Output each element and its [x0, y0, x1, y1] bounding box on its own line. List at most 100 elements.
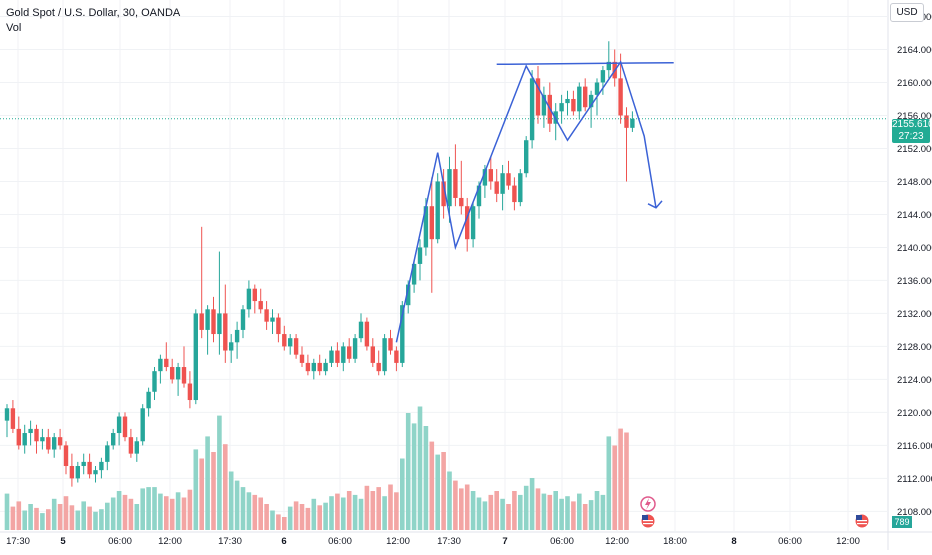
candle-body — [293, 338, 299, 355]
volume-bar — [270, 510, 275, 530]
y-tick-label: 2140.000 — [897, 243, 932, 254]
volume-bar — [128, 498, 134, 530]
volume-bar — [553, 491, 558, 530]
volume-bar — [429, 441, 435, 530]
pattern-overlay — [0, 60, 888, 529]
zigzag-line — [395, 60, 657, 343]
candle-body — [40, 437, 45, 442]
volume-bar — [169, 498, 175, 530]
volume-bar — [264, 504, 269, 530]
candle-body — [146, 391, 151, 409]
candle-body — [459, 197, 464, 207]
volume-bar — [453, 480, 458, 530]
x-tick-label: 5 — [60, 536, 66, 547]
candle-body — [630, 118, 635, 128]
volume-bar — [346, 491, 352, 530]
volume-bar — [588, 500, 594, 530]
candle-body — [417, 247, 423, 264]
bar-countdown: 27:23 — [898, 131, 924, 142]
candle-body — [358, 321, 364, 339]
lightning-event-icon[interactable] — [640, 496, 656, 512]
volume-bar — [63, 496, 69, 530]
candle-body — [246, 288, 252, 310]
candle-body — [506, 173, 511, 186]
symbol-title[interactable]: Gold Spot / U.S. Dollar, 30, OANDA — [6, 7, 181, 19]
volume-bar — [594, 491, 600, 530]
y-tick-label: 2116.000 — [897, 441, 932, 452]
candle-body — [541, 94, 547, 116]
candle-body — [465, 206, 470, 240]
volume-bar — [28, 504, 33, 530]
volume-indicator-label[interactable]: Vol — [6, 22, 22, 34]
candle-body — [382, 338, 387, 372]
y-tick-label: 2144.000 — [897, 210, 932, 221]
candle-body — [606, 61, 611, 71]
volume-bar — [87, 506, 92, 530]
volume-bar — [81, 501, 86, 530]
candle-body — [524, 140, 529, 174]
y-tick-label: 2128.000 — [897, 342, 932, 353]
candle-body — [52, 437, 57, 450]
candle-body — [329, 350, 334, 363]
y-tick-label: 2120.000 — [897, 408, 932, 419]
candle-body — [181, 367, 187, 384]
volume-bar — [541, 493, 547, 530]
volume-bar — [535, 488, 541, 530]
candle-body — [10, 408, 16, 429]
candle-body — [352, 338, 358, 359]
volume-bar — [152, 487, 157, 530]
volume-bar — [228, 471, 234, 530]
us-flag-event-icon[interactable] — [640, 513, 656, 529]
candle-body — [223, 313, 228, 351]
volume-bar — [464, 484, 470, 530]
candlesticks — [4, 41, 635, 487]
volume-bar — [382, 496, 387, 530]
volume-bar — [400, 458, 405, 530]
candle-body — [518, 173, 523, 203]
candle-body — [240, 309, 246, 330]
candle-body — [264, 309, 269, 322]
candle-body — [299, 354, 305, 363]
volume-bar — [364, 485, 370, 530]
candle-body — [347, 346, 352, 359]
volume-bar — [600, 494, 606, 530]
candle-body — [158, 358, 163, 372]
candle-body — [75, 466, 80, 479]
volume-bar — [618, 428, 623, 530]
volume-bar — [22, 510, 27, 530]
volume-bar — [518, 494, 523, 530]
volume-bar — [559, 498, 564, 530]
candle-body — [34, 428, 39, 442]
volume-bar — [105, 502, 110, 530]
x-tick-label: 6 — [281, 536, 286, 547]
volume-bar — [565, 496, 570, 530]
volume-bar — [93, 511, 98, 530]
y-tick-label: 2112.000 — [897, 474, 932, 485]
candle-body — [211, 309, 216, 335]
candle-body — [305, 362, 311, 372]
volume-bar — [506, 504, 511, 530]
candle-body — [482, 169, 488, 186]
volume-bar — [199, 458, 204, 530]
x-tick-label: 17:30 — [218, 536, 242, 547]
volume-bar — [110, 497, 116, 530]
candle-body — [99, 461, 104, 471]
volume-bar — [299, 504, 305, 530]
candle-body — [618, 78, 623, 116]
candle-body — [199, 313, 204, 330]
candle-body — [116, 416, 122, 434]
y-tick-label: 2148.000 — [897, 177, 932, 188]
y-tick-label: 2160.000 — [897, 78, 932, 89]
us-flag-event-icon[interactable] — [854, 513, 870, 529]
volume-bar — [482, 501, 488, 530]
y-tick-label: 2164.000 — [897, 45, 932, 56]
volume-bar — [134, 504, 140, 530]
y-tick-label: 2132.000 — [897, 309, 932, 320]
candle-body — [411, 263, 417, 285]
volume-bars — [4, 406, 629, 530]
candle-body — [453, 169, 458, 198]
candle-body — [69, 466, 75, 479]
currency-button[interactable]: USD — [890, 3, 924, 22]
